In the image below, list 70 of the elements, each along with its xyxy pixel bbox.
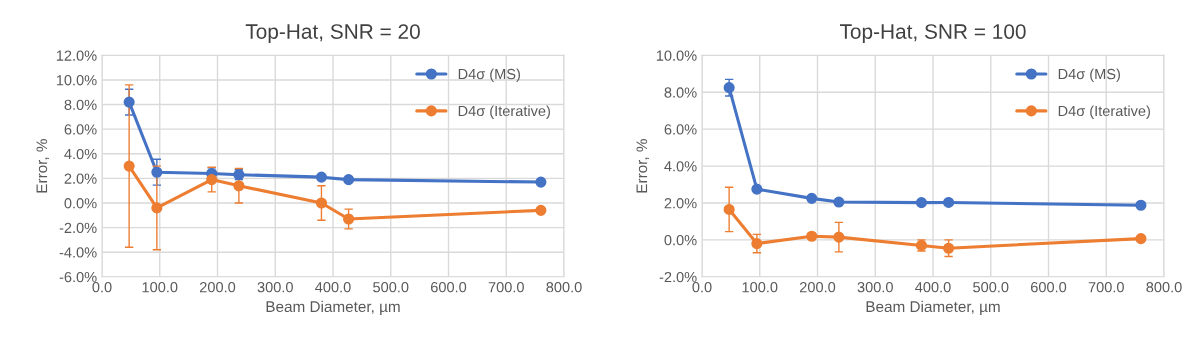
y-tick-label: 8.0% — [664, 87, 697, 98]
x-tick-label: 0.0 — [92, 282, 112, 293]
y-tick-label: 0.0% — [664, 234, 697, 246]
point — [343, 213, 355, 225]
y-tick-label: -4.0% — [59, 247, 97, 258]
point — [315, 171, 328, 183]
y-tick-label: 10.0% — [56, 75, 97, 86]
point — [751, 238, 763, 250]
y-tick-label: 4.0% — [64, 148, 97, 160]
y-tick-label: 0.0% — [64, 198, 97, 209]
point — [535, 176, 547, 188]
x-tick-label: 100.0 — [142, 282, 178, 293]
point — [315, 197, 328, 209]
point — [723, 82, 735, 94]
y-tick-label: -2.0% — [659, 271, 697, 283]
legend-label: D4σ (Iterative) — [1058, 105, 1150, 119]
legend-label: D4σ (Iterative) — [458, 105, 550, 119]
x-axis-title: Beam Diameter, µm — [866, 300, 1000, 316]
x-tick-label: 700.0 — [1088, 282, 1124, 293]
point — [206, 174, 218, 186]
point — [343, 174, 355, 186]
point — [723, 203, 735, 216]
x-tick-label: 400.0 — [915, 282, 951, 293]
point — [806, 192, 818, 204]
x-tick-label: 800.0 — [546, 282, 582, 293]
point — [123, 160, 135, 172]
x-axis-title: Beam Diameter, µm — [266, 300, 400, 316]
y-axis-title: Error, % — [636, 139, 650, 193]
point — [1135, 233, 1147, 245]
y-tick-label: 6.0% — [664, 124, 697, 135]
x-tick-label: 800.0 — [1146, 282, 1182, 293]
point — [943, 242, 955, 254]
point — [751, 183, 763, 195]
chart-title: Top-Hat, SNR = 20 — [245, 24, 420, 44]
point — [151, 202, 163, 214]
y-tick-label: 2.0% — [664, 198, 697, 209]
point — [943, 196, 955, 208]
x-tick-label: 600.0 — [1031, 282, 1067, 293]
point — [535, 204, 547, 216]
x-tick-label: 200.0 — [199, 282, 236, 293]
y-tick-label: -2.0% — [59, 222, 97, 234]
y-tick-label: 2.0% — [64, 173, 97, 184]
x-tick-label: 700.0 — [488, 282, 524, 293]
legend-label: D4σ (MS) — [458, 68, 520, 83]
y-tick-label: 8.0% — [64, 99, 97, 110]
point — [233, 180, 245, 192]
point — [806, 230, 818, 242]
x-tick-label: 500.0 — [973, 282, 1009, 293]
x-tick-label: 200.0 — [799, 282, 836, 293]
chart-title: Top-Hat, SNR = 100 — [839, 24, 1026, 44]
y-tick-label: 12.0% — [56, 50, 97, 61]
y-axis-title: Error, % — [36, 139, 50, 193]
x-tick-label: 300.0 — [257, 282, 293, 293]
point — [833, 231, 845, 243]
point — [915, 197, 928, 209]
point — [123, 96, 135, 108]
x-tick-label: 300.0 — [857, 282, 893, 293]
y-tick-label: -6.0% — [59, 271, 97, 283]
legend-label: D4σ (MS) — [1058, 68, 1120, 83]
x-tick-label: 600.0 — [431, 282, 467, 293]
x-tick-label: 500.0 — [373, 282, 409, 293]
y-tick-label: 4.0% — [664, 161, 697, 172]
x-tick-label: 400.0 — [315, 282, 351, 293]
y-tick-label: 6.0% — [64, 124, 97, 135]
x-tick-label: 0.0 — [692, 282, 712, 293]
x-tick-label: 100.0 — [742, 282, 778, 293]
point — [1135, 199, 1147, 211]
point — [151, 166, 163, 178]
point — [833, 196, 845, 208]
y-tick-label: 10.0% — [656, 50, 697, 61]
